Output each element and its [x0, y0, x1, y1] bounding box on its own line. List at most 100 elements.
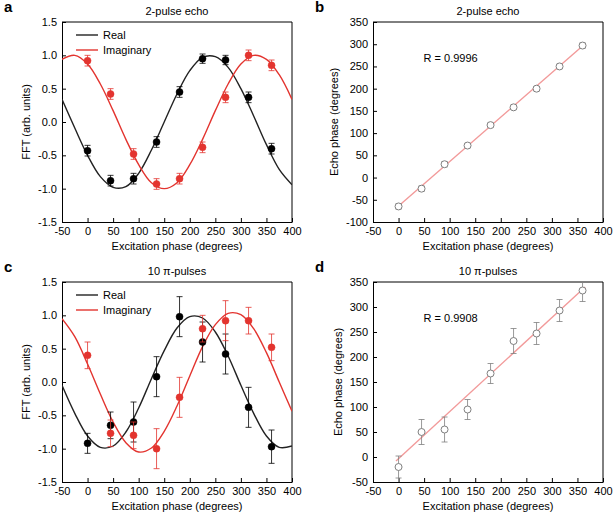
- x-axis: -50050100150200250300350400: [366, 478, 613, 497]
- tick-label: 150: [156, 485, 174, 497]
- legend-swatch: [76, 294, 98, 295]
- tick: -1.5: [38, 476, 66, 488]
- point: [176, 89, 183, 96]
- point: [84, 352, 91, 359]
- frame: [603, 22, 604, 222]
- error-bar-cap: [154, 178, 160, 179]
- error-bar: [154, 429, 160, 469]
- point: [533, 330, 540, 337]
- tick-label: 50: [107, 225, 119, 237]
- error-bar-cap: [200, 63, 206, 64]
- point: [487, 122, 494, 129]
- error-bar: [246, 387, 252, 427]
- tick-mark: [62, 315, 66, 316]
- tick-label: 350: [569, 225, 587, 237]
- point: [245, 94, 252, 101]
- tick-label: 250: [350, 60, 368, 72]
- y-axis: -1.5-1.0-0.50.00.51.01.5: [38, 16, 66, 228]
- error-bar-cap: [131, 448, 137, 449]
- tick-label: 1.0: [42, 49, 57, 61]
- error-bar-cap: [85, 145, 91, 146]
- tick-label: 0: [362, 172, 368, 184]
- tick-mark: [373, 200, 377, 201]
- error-bar-cap: [223, 55, 229, 56]
- y-axis-title: Echo phase (degrees): [332, 328, 344, 436]
- error-bar: [419, 186, 425, 191]
- error-bar-cap: [246, 427, 252, 428]
- tick: -1.0: [38, 183, 66, 195]
- tick-label: 100: [350, 401, 368, 413]
- error-bar-cap: [534, 322, 540, 323]
- tick: 250: [350, 60, 377, 72]
- point: [268, 145, 275, 152]
- tick-mark: [373, 66, 377, 67]
- tick: 50: [418, 218, 430, 237]
- tick-mark: [373, 111, 377, 112]
- tick: 150: [350, 105, 377, 117]
- chart-title: 2-pulse echo: [146, 5, 209, 17]
- tick-label: 250: [207, 225, 225, 237]
- error-bar-cap: [177, 336, 183, 337]
- point: [418, 429, 425, 436]
- error-bar: [177, 87, 183, 98]
- tick-label: 400: [283, 225, 301, 237]
- y-axis-title: Echo phase (degrees): [328, 68, 340, 176]
- error-bar: [108, 175, 114, 186]
- tick-mark: [62, 349, 66, 350]
- error-bar-cap: [85, 342, 91, 343]
- tick: 1.5: [42, 16, 66, 28]
- tick-mark: [577, 218, 578, 222]
- error-bar-cap: [269, 430, 275, 431]
- tick: 100: [350, 401, 377, 413]
- tick: 250: [207, 218, 225, 237]
- tick: 0.5: [42, 83, 66, 95]
- tick-label: 1.0: [42, 309, 57, 321]
- error-bar: [131, 402, 137, 442]
- panel: -50050100150200250300350400-500501001502…: [332, 265, 613, 512]
- tick-mark: [266, 218, 267, 222]
- error-bar-cap: [177, 296, 183, 297]
- figure: -50050100150200250300350400 -1.5 -1.0 -0.5 0…: [0, 0, 616, 517]
- tick-mark: [373, 432, 377, 433]
- error-bar-cap: [223, 340, 229, 341]
- error-bar: [223, 92, 229, 103]
- legend-swatch: [76, 34, 98, 35]
- frame: [292, 22, 293, 222]
- point: [510, 338, 517, 345]
- error-bar-cap: [223, 64, 229, 65]
- tick-mark: [373, 178, 377, 179]
- tick-label: 150: [350, 105, 368, 117]
- tick-label: 250: [518, 225, 536, 237]
- tick-mark: [424, 478, 425, 482]
- fit-line: [62, 313, 292, 452]
- error-bar-cap: [85, 55, 91, 56]
- error-bar: [246, 50, 252, 61]
- error-bar-cap: [269, 360, 275, 361]
- frame: [62, 22, 292, 23]
- x-axis-title: Excitation phase (degrees): [112, 500, 243, 512]
- error-bar: [200, 54, 206, 63]
- error-bar: [85, 55, 91, 66]
- tick-mark: [373, 457, 377, 458]
- y-axis-line: [373, 23, 374, 223]
- error-bar: [85, 433, 91, 453]
- point: [464, 406, 471, 413]
- tick-label: 0: [362, 451, 368, 463]
- tick-label: 300: [350, 301, 368, 313]
- tick-label: -0.5: [38, 149, 57, 161]
- error-bar-cap: [269, 463, 275, 464]
- error-bar: [396, 456, 402, 478]
- tick-label: -1.0: [38, 443, 57, 455]
- tick-label: 1.5: [42, 16, 57, 28]
- panel-label: d: [315, 258, 324, 275]
- error-bar-cap: [85, 433, 91, 434]
- plot-area: [62, 50, 292, 189]
- point: [222, 317, 229, 324]
- error-bar-cap: [200, 342, 206, 343]
- tick-label: 150: [350, 376, 368, 388]
- error-bar-cap: [177, 377, 183, 378]
- error-bar-cap: [131, 422, 137, 423]
- tick-mark: [373, 155, 377, 156]
- panel: -50050100150200250300350400-1.5-1.0-0.50…: [20, 5, 302, 252]
- tick-label: 0: [396, 225, 402, 237]
